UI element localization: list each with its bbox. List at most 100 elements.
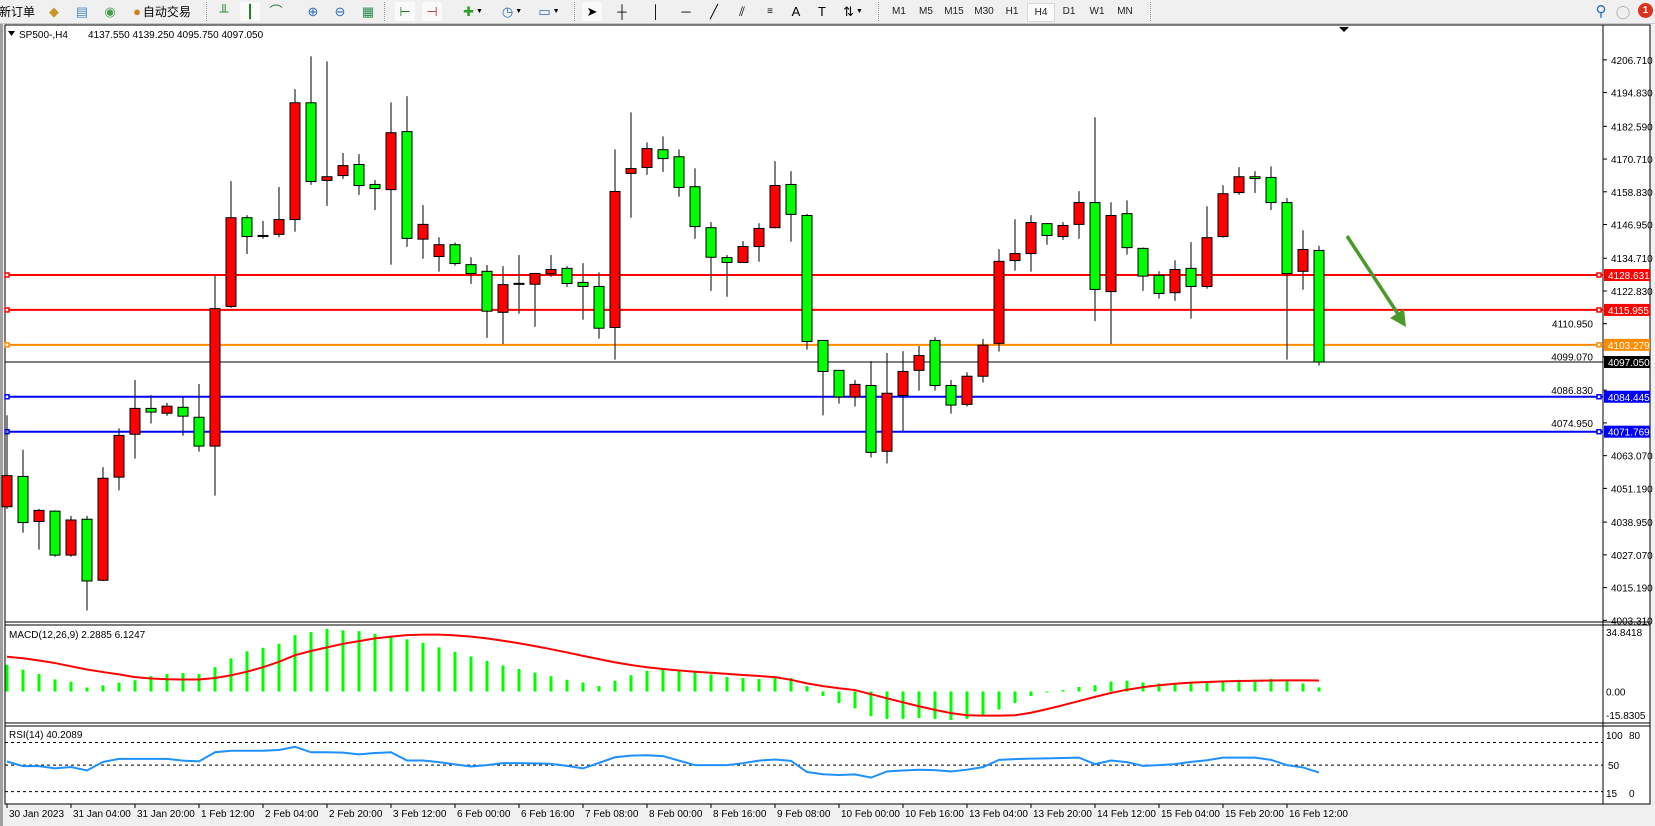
- candle[interactable]: [513, 255, 525, 314]
- candle[interactable]: [1233, 167, 1245, 195]
- candle[interactable]: [209, 275, 221, 496]
- candle[interactable]: [865, 361, 877, 458]
- timeframe-w1[interactable]: W1: [1089, 6, 1105, 17]
- hline-anchor-handle[interactable]: [1596, 272, 1602, 278]
- candle[interactable]: [193, 384, 205, 452]
- arrows-tool[interactable]: ⇅ ▼: [838, 2, 868, 21]
- hline-anchor-handle[interactable]: [1596, 428, 1602, 435]
- timeframe-m15[interactable]: M15: [944, 6, 964, 17]
- candle[interactable]: [481, 265, 493, 338]
- candle[interactable]: [561, 266, 573, 287]
- signals-button[interactable]: ◉: [100, 2, 120, 21]
- candle[interactable]: [641, 142, 653, 175]
- candle[interactable]: [609, 149, 621, 360]
- candle[interactable]: [801, 213, 813, 350]
- fibonacci-tool[interactable]: ≡: [760, 2, 780, 21]
- candle[interactable]: [1313, 245, 1325, 366]
- candle[interactable]: [97, 467, 109, 581]
- candle[interactable]: [1, 415, 13, 509]
- equidistant-channel-tool[interactable]: ⫽: [732, 2, 752, 21]
- candle[interactable]: [753, 223, 765, 262]
- candle[interactable]: [1185, 242, 1197, 319]
- chart-shift-marker[interactable]: [1339, 27, 1349, 32]
- hline-anchor-handle[interactable]: [4, 272, 10, 278]
- candle[interactable]: [833, 369, 845, 404]
- candle[interactable]: [1121, 200, 1133, 255]
- timeframe-m30[interactable]: M30: [974, 6, 994, 17]
- candle[interactable]: [785, 171, 797, 242]
- candlestick-button[interactable]: ┃: [240, 2, 260, 21]
- candle[interactable]: [241, 215, 253, 254]
- zoom-in-button[interactable]: ⊕: [303, 2, 323, 21]
- candle[interactable]: [385, 102, 397, 265]
- candle[interactable]: [817, 339, 829, 416]
- crosshair-tool[interactable]: ┼: [612, 2, 632, 21]
- timeframe-m1[interactable]: M1: [892, 6, 906, 17]
- new-order-button[interactable]: 新订单: [0, 2, 35, 21]
- candle[interactable]: [81, 515, 93, 611]
- candle[interactable]: [689, 168, 701, 239]
- candle[interactable]: [1153, 271, 1165, 299]
- candle[interactable]: [593, 272, 605, 339]
- candle[interactable]: [1025, 215, 1037, 272]
- candle[interactable]: [1169, 260, 1181, 301]
- chart-shift-button[interactable]: ⊣: [422, 2, 442, 21]
- collapse-triangle-icon[interactable]: [8, 31, 15, 36]
- periods-button[interactable]: ◷ ▼: [497, 2, 527, 21]
- zoom-out-button[interactable]: ⊖: [330, 2, 350, 21]
- candle[interactable]: [897, 351, 909, 431]
- tile-windows-button[interactable]: ▦: [358, 2, 378, 21]
- candle[interactable]: [673, 149, 685, 197]
- candle[interactable]: [849, 379, 861, 407]
- autotrade-button[interactable]: ● 自动交易: [124, 2, 200, 21]
- hline-anchor-handle[interactable]: [4, 394, 10, 400]
- trend-arrow[interactable]: [1345, 235, 1406, 327]
- timeframe-h1[interactable]: H1: [1005, 6, 1019, 17]
- candle[interactable]: [273, 187, 285, 238]
- timeframe-h4[interactable]: H4: [1027, 3, 1055, 22]
- hline-anchor-handle[interactable]: [1596, 394, 1602, 400]
- candle[interactable]: [257, 221, 269, 239]
- market-watch-button[interactable]: ◆: [44, 2, 64, 21]
- candle[interactable]: [1281, 198, 1293, 360]
- candle[interactable]: [161, 402, 173, 416]
- candle[interactable]: [625, 112, 637, 218]
- candle[interactable]: [225, 181, 237, 308]
- candle[interactable]: [305, 56, 317, 185]
- candle[interactable]: [1217, 185, 1229, 238]
- candle[interactable]: [657, 136, 669, 172]
- candle[interactable]: [369, 180, 381, 210]
- candle[interactable]: [929, 337, 941, 391]
- candle[interactable]: [913, 345, 925, 391]
- candle[interactable]: [737, 240, 749, 263]
- candle[interactable]: [1057, 222, 1069, 240]
- candle[interactable]: [945, 379, 957, 414]
- candle[interactable]: [401, 96, 413, 247]
- timeframe-d1[interactable]: D1: [1062, 6, 1076, 17]
- autoscroll-button[interactable]: ⊢: [395, 2, 415, 21]
- candle[interactable]: [289, 89, 301, 232]
- candle[interactable]: [465, 257, 477, 284]
- vertical-line-tool[interactable]: │: [646, 2, 666, 21]
- candle[interactable]: [529, 273, 541, 327]
- candle[interactable]: [497, 266, 509, 345]
- candle[interactable]: [1105, 202, 1117, 345]
- candle[interactable]: [1137, 247, 1149, 291]
- candle[interactable]: [337, 153, 349, 179]
- bar-chart-button[interactable]: ╨: [214, 2, 234, 21]
- timeframe-mn[interactable]: MN: [1117, 6, 1133, 17]
- candle[interactable]: [993, 249, 1005, 352]
- candle[interactable]: [1249, 171, 1261, 193]
- timeframe-m5[interactable]: M5: [919, 6, 933, 17]
- candle[interactable]: [417, 205, 429, 259]
- candle[interactable]: [33, 508, 45, 550]
- hline-anchor-handle[interactable]: [1596, 307, 1602, 313]
- candle[interactable]: [705, 222, 717, 291]
- hline-anchor-handle[interactable]: [4, 307, 10, 313]
- text-label-tool[interactable]: T: [812, 2, 832, 21]
- line-chart-button[interactable]: ⌒: [266, 2, 286, 21]
- candle[interactable]: [49, 510, 61, 557]
- candle[interactable]: [321, 61, 333, 206]
- candle[interactable]: [433, 237, 445, 272]
